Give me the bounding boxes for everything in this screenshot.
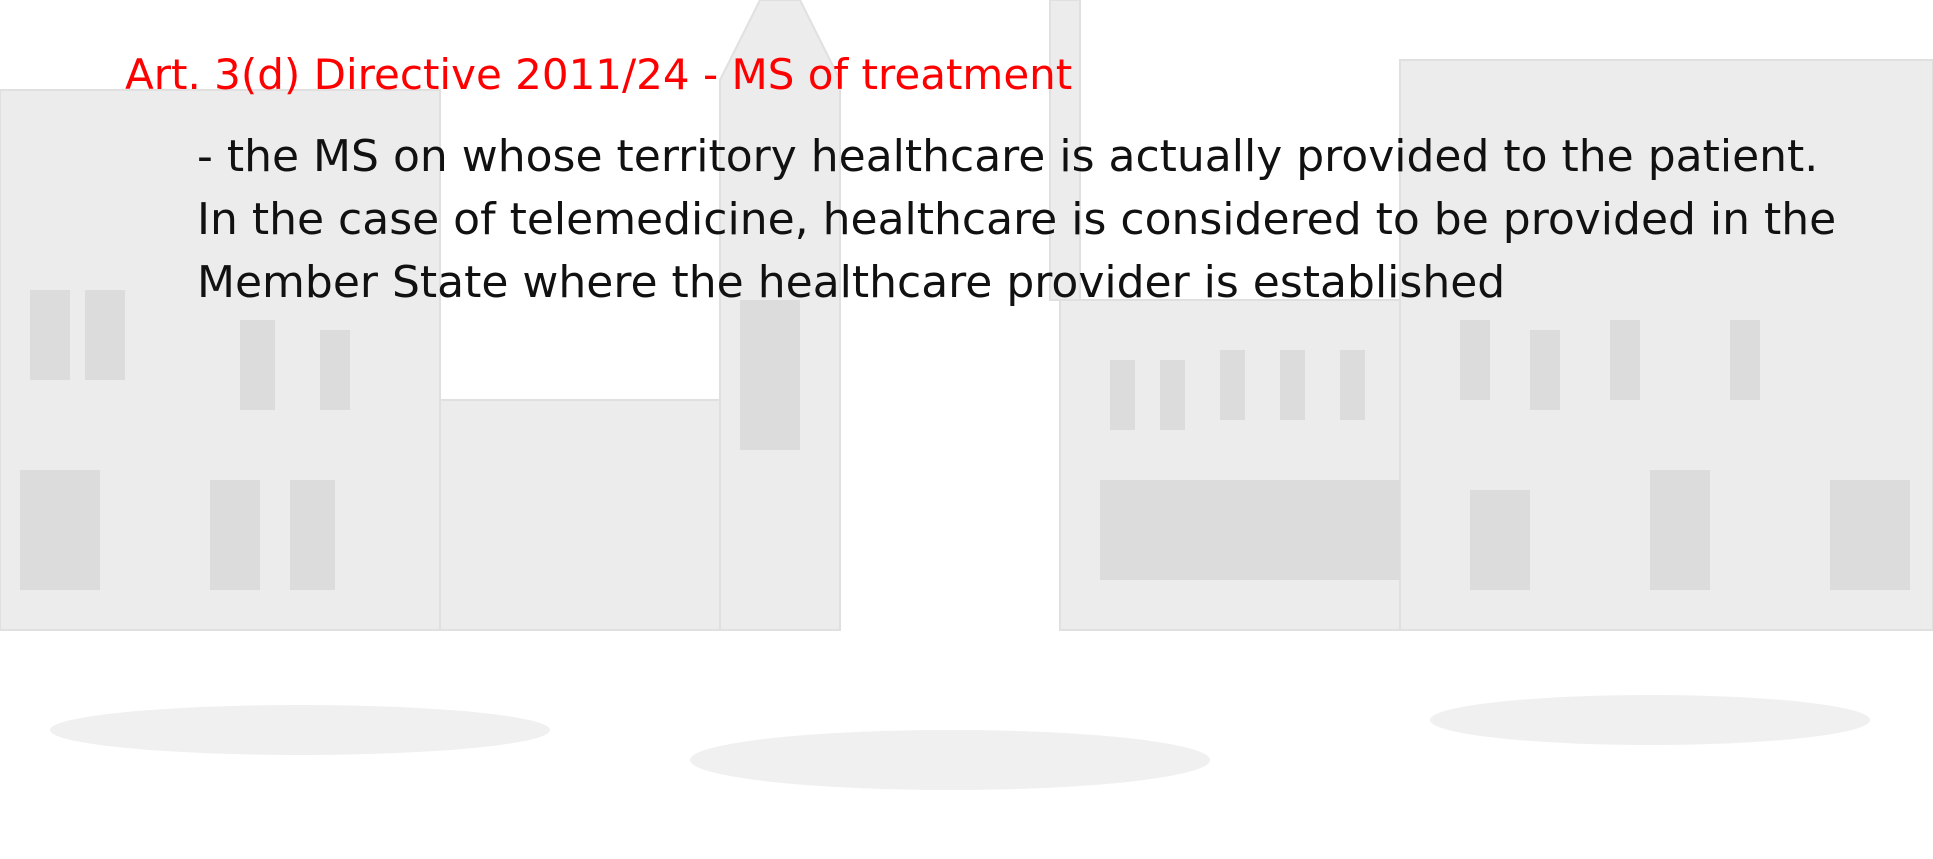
body-line: In the case of telemedicine, healthcare … xyxy=(197,188,1836,251)
body-line: - the MS on whose territory healthcare i… xyxy=(197,125,1836,188)
slide-title: Art. 3(d) Directive 2011/24 - MS of trea… xyxy=(125,50,1072,99)
slide: Art. 3(d) Directive 2011/24 - MS of trea… xyxy=(0,0,1933,859)
body-line: Member State where the healthcare provid… xyxy=(197,251,1836,314)
slide-body: - the MS on whose territory healthcare i… xyxy=(197,125,1836,314)
